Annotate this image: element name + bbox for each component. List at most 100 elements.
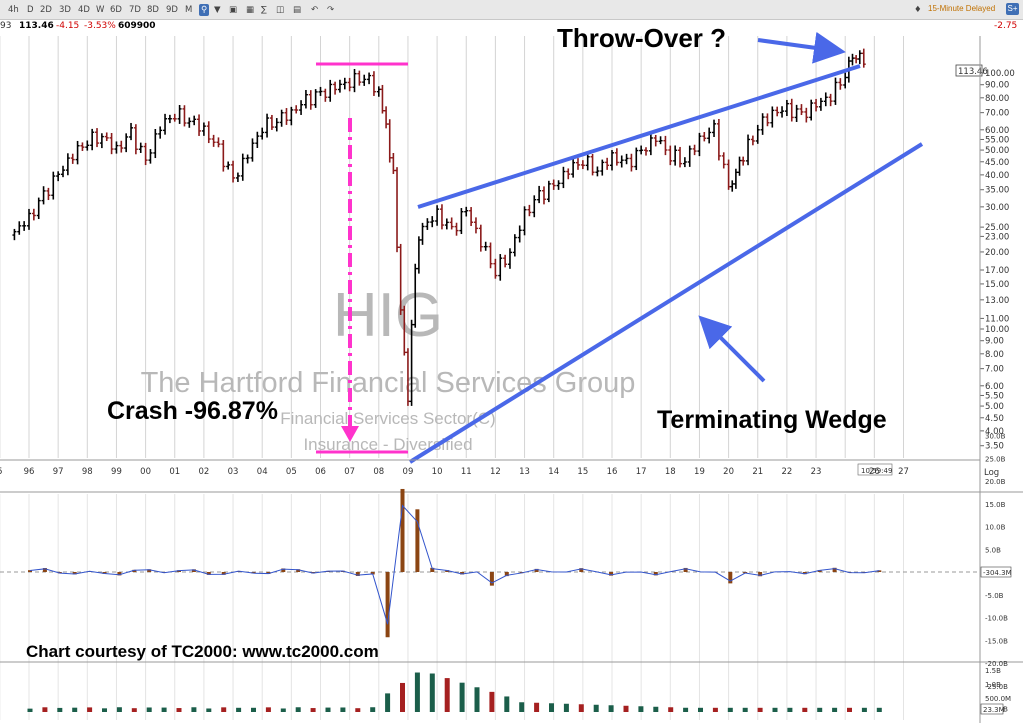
- ohlc-bar: [439, 204, 444, 230]
- ohlc-bar: [634, 147, 639, 171]
- courtesy-label: Chart courtesy of TC2000: www.tc2000.com: [26, 642, 379, 661]
- volume-bar: [236, 707, 242, 712]
- volume-bar: [474, 687, 480, 712]
- x-tick-label: 19: [694, 467, 705, 477]
- timeframe-7d[interactable]: 7D: [129, 5, 141, 15]
- ohlc-bar: [809, 99, 814, 121]
- volume-bar: [385, 693, 391, 712]
- ohlc-bar: [814, 98, 819, 112]
- volume-bar: [727, 707, 733, 712]
- osc-bar: [609, 572, 614, 576]
- ohlc-bar: [197, 114, 202, 136]
- price-tick-label: 70.00: [985, 109, 1009, 119]
- magnifier-icon[interactable]: ⚲: [199, 4, 210, 16]
- vol-tick-label: 1.0B: [985, 681, 1001, 689]
- osc-bar: [832, 567, 837, 572]
- ohlc-bar: [206, 121, 211, 144]
- undo-icon[interactable]: ↶: [311, 5, 319, 15]
- ohlc-bar: [449, 217, 454, 230]
- ohlc-bar: [303, 89, 308, 109]
- timeframe-3d[interactable]: 3D: [59, 5, 71, 15]
- volume-bar: [847, 707, 852, 712]
- osc-bar: [802, 572, 807, 575]
- ohlc-bar: [737, 156, 742, 176]
- ohlc-bar: [668, 145, 673, 166]
- x-tick-label: 02: [198, 467, 209, 477]
- x-tick-label: 06: [315, 467, 326, 477]
- ohlc-bar: [384, 106, 389, 129]
- vol-current-label: 23.3M: [983, 706, 1005, 714]
- volume-bar: [400, 682, 405, 712]
- osc-bar: [42, 568, 47, 572]
- ohlc-bar: [730, 180, 735, 192]
- ohlc-bar: [435, 205, 440, 226]
- ohlc-bar: [770, 106, 775, 128]
- ohlc-bar: [420, 222, 425, 245]
- ohlc-bar: [265, 113, 270, 138]
- volume-pane: [27, 672, 882, 712]
- chart-toolbar: 4h D 2D 3D 4D W 6D 7D 8D 9D M ⚲ ▼ ▣ ▦ ∑ …: [0, 0, 1023, 20]
- time-label: 10:59:49: [861, 467, 892, 475]
- ohlc-bar: [444, 218, 449, 230]
- osc-tick-label: 15.0B: [985, 501, 1006, 509]
- volume-bar: [817, 707, 823, 712]
- ohlc-bar: [36, 197, 41, 220]
- ohlc-bar: [483, 241, 488, 251]
- ohlc-bar: [172, 113, 177, 122]
- dropdown-arrow-icon[interactable]: ▼: [214, 5, 221, 15]
- ohlc-bar: [464, 206, 469, 217]
- ohlc-bar: [488, 242, 493, 269]
- ohlc-bar: [211, 134, 216, 147]
- ohlc-bar: [104, 132, 109, 142]
- layout-icon[interactable]: ▤: [293, 5, 302, 15]
- price-tick-label: 5.50: [985, 391, 1004, 401]
- grid-icon[interactable]: ▦: [246, 5, 255, 15]
- ohlc-bar: [556, 180, 561, 190]
- ohlc-bar: [255, 131, 260, 148]
- timeframe-8d[interactable]: 8D: [147, 5, 159, 15]
- ohlc-bar: [605, 157, 610, 170]
- ohlc-bar: [532, 195, 537, 218]
- ohlc-bar: [750, 135, 755, 146]
- ohlc-bar: [644, 147, 649, 156]
- watermark-sector: Financial Services Sector(C): [280, 409, 495, 428]
- plan-badge: S+: [1006, 3, 1019, 15]
- ohlc-bar: [799, 104, 804, 116]
- split-icon[interactable]: ◫: [276, 5, 285, 15]
- ohlc-bar: [99, 133, 104, 149]
- timeframe-w[interactable]: W: [96, 5, 105, 15]
- timeframe-9d[interactable]: 9D: [166, 5, 178, 15]
- x-tick-label: 99: [111, 467, 122, 477]
- ohlc-bar: [590, 153, 595, 176]
- current-price-label: 113.46: [958, 67, 988, 77]
- indicator-icon[interactable]: ∑: [261, 5, 267, 15]
- timeframe-m[interactable]: M: [185, 5, 193, 15]
- osc-tick-label: -20.0B: [985, 660, 1008, 668]
- timeframe-4h[interactable]: 4h: [8, 5, 19, 15]
- x-tick-label: 26: [869, 467, 880, 477]
- redo-icon[interactable]: ↷: [327, 5, 335, 15]
- x-axis: 5 96 97 98 99 00 01 02 03 04 05 06 07 08 09 10 11 12 13 14 1…: [0, 36, 981, 723]
- bell-icon[interactable]: ♦: [914, 5, 922, 15]
- volume-bar: [668, 707, 674, 712]
- volume-bar: [325, 707, 331, 712]
- ohlc-bar: [639, 145, 644, 155]
- timeframe-2d[interactable]: 2D: [40, 5, 52, 15]
- volume-bar: [578, 704, 584, 712]
- ohlc-bar: [395, 167, 400, 253]
- timeframe-4d[interactable]: 4D: [78, 5, 90, 15]
- current-price-box: [955, 64, 983, 77]
- timeframe-d[interactable]: D: [27, 5, 34, 15]
- ticker-bar: 93 113.46 -4.15 -3.53% 609900 -2.75: [0, 19, 1023, 33]
- timeframe-6d[interactable]: 6D: [110, 5, 122, 15]
- ohlc-bar: [850, 53, 855, 66]
- checkbox-icon[interactable]: ▣: [229, 5, 238, 15]
- volume-bar: [742, 707, 748, 712]
- scale-label[interactable]: Log: [984, 468, 999, 478]
- price-tick-label: 11.00: [985, 314, 1009, 324]
- ohlc-bar: [22, 221, 27, 231]
- volume-bar: [608, 705, 614, 712]
- volume-bar: [87, 707, 93, 712]
- ohlc-bar: [712, 119, 717, 137]
